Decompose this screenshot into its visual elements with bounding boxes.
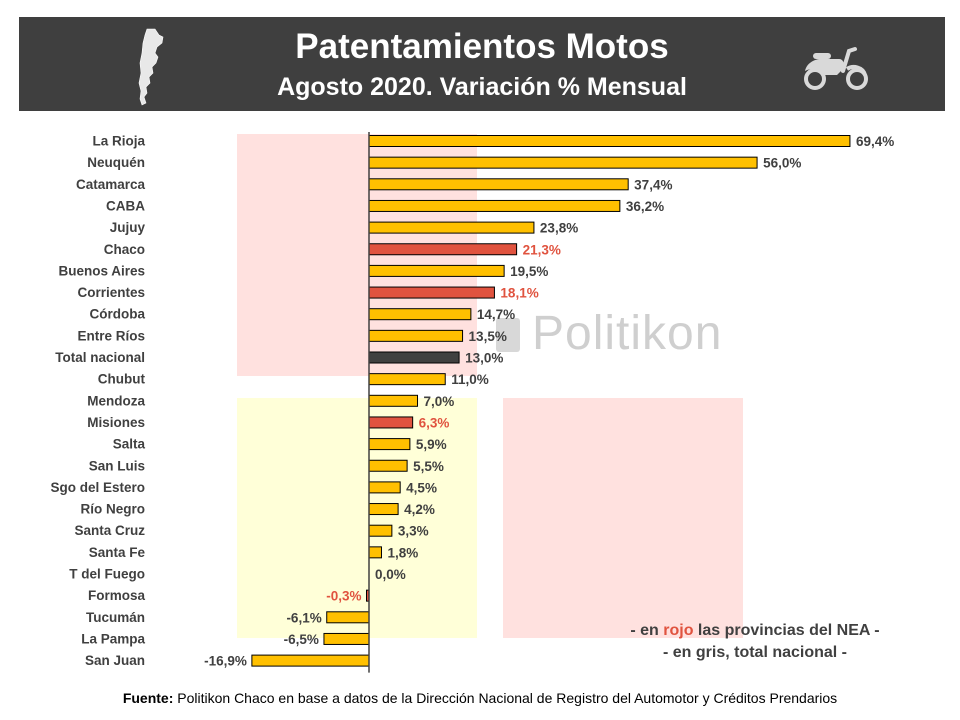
data-label: -0,3% — [326, 589, 361, 604]
data-label: 14,7% — [477, 307, 515, 322]
bar — [368, 199, 621, 212]
decor-yellow — [237, 398, 477, 638]
note-suffix: las provincias del NEA - — [693, 622, 880, 639]
note-red-word: rojo — [663, 622, 694, 639]
category-label: Chubut — [98, 372, 146, 387]
category-label: San Juan — [85, 653, 145, 668]
data-label: 3,3% — [398, 524, 429, 539]
category-label: Catamarca — [76, 177, 146, 192]
category-label: Córdoba — [90, 307, 146, 322]
category-label: Río Negro — [80, 502, 145, 517]
source-text: Politikon Chaco en base a datos de la Di… — [173, 690, 838, 706]
data-label: 18,1% — [500, 286, 538, 301]
data-label: -16,9% — [204, 654, 247, 669]
data-label: 5,5% — [413, 459, 444, 474]
source-footnote: Fuente: Politikon Chaco en base a datos … — [0, 690, 960, 706]
bar — [368, 243, 518, 256]
category-label: San Luis — [89, 458, 145, 473]
category-label: Santa Cruz — [74, 523, 145, 538]
legend-note: - en rojo las provincias del NEA - - en … — [600, 620, 910, 664]
category-label: Neuquén — [87, 155, 145, 170]
bar — [326, 611, 370, 624]
category-label: Buenos Aires — [58, 263, 145, 278]
chart-title: Patentamientos Motos — [295, 27, 669, 66]
bar — [368, 394, 419, 407]
legend-note-line2: - en gris, total nacional - — [662, 644, 848, 661]
bar — [368, 264, 505, 277]
data-label: 21,3% — [523, 242, 561, 257]
data-label: -6,5% — [284, 632, 319, 647]
bar — [323, 632, 370, 645]
bar — [368, 351, 460, 364]
header-banner: Patentamientos Motos Agosto 2020. Variac… — [19, 17, 945, 111]
category-label: Chaco — [104, 242, 145, 257]
category-label: Jujuy — [110, 220, 146, 235]
data-label: 0,0% — [375, 567, 406, 582]
category-label: La Rioja — [92, 134, 145, 149]
data-label: 4,5% — [406, 480, 437, 495]
bar — [368, 135, 851, 147]
data-label: 19,5% — [510, 264, 548, 279]
bar — [368, 221, 535, 234]
category-label: Sgo del Estero — [50, 480, 145, 495]
bar — [368, 481, 401, 494]
data-label: 23,8% — [540, 221, 578, 236]
bar — [368, 416, 414, 429]
data-label: 11,0% — [451, 372, 489, 387]
category-label: CABA — [106, 198, 145, 213]
data-label: -6,1% — [286, 610, 321, 625]
category-label: Salta — [113, 437, 146, 452]
watermark-text: Politikon — [532, 307, 723, 360]
data-label: 56,0% — [763, 156, 801, 171]
data-label: 13,0% — [465, 351, 503, 366]
bar — [368, 459, 408, 472]
bar — [368, 546, 382, 559]
data-label: 37,4% — [634, 177, 672, 192]
bar — [368, 156, 758, 169]
watermark-logo-icon — [496, 318, 520, 352]
category-label: La Pampa — [81, 631, 145, 646]
bar — [368, 178, 629, 191]
data-label: 5,9% — [416, 437, 447, 452]
data-label: 7,0% — [424, 394, 455, 409]
category-label: Tucumán — [86, 610, 145, 625]
argentina-map-icon — [138, 28, 164, 106]
data-label: 1,8% — [387, 545, 418, 560]
category-label: Corrientes — [77, 285, 145, 300]
bar — [368, 524, 393, 537]
note-prefix: - en — [630, 622, 664, 639]
bar — [368, 329, 464, 342]
chart-subtitle: Agosto 2020. Variación % Mensual — [277, 73, 687, 101]
category-label: T del Fuego — [69, 567, 145, 582]
legend-note-line1: - en rojo las provincias del NEA - — [600, 620, 910, 642]
category-label: Total nacional — [55, 350, 145, 365]
data-label: 4,2% — [404, 502, 435, 517]
category-label: Misiones — [87, 415, 145, 430]
bar — [368, 438, 411, 451]
decor-pink-right — [503, 398, 743, 638]
bar — [368, 308, 472, 321]
data-label: 13,5% — [469, 329, 507, 344]
category-label: Formosa — [88, 588, 146, 603]
bar — [368, 286, 495, 299]
bar — [251, 654, 370, 667]
source-label: Fuente: — [122, 690, 174, 706]
data-label: 36,2% — [626, 199, 664, 214]
bar-chart: La Rioja 69,4% Neuquén 56,0% Catamarca 37,4% C… — [50, 132, 894, 673]
data-label: 69,4% — [856, 134, 894, 149]
scooter-icon — [804, 47, 868, 90]
data-label: 6,3% — [419, 415, 450, 430]
bar — [368, 373, 446, 386]
category-label: Entre Ríos — [77, 328, 145, 343]
category-label: Mendoza — [87, 393, 145, 408]
category-label: Santa Fe — [89, 545, 146, 560]
bar — [368, 503, 399, 516]
